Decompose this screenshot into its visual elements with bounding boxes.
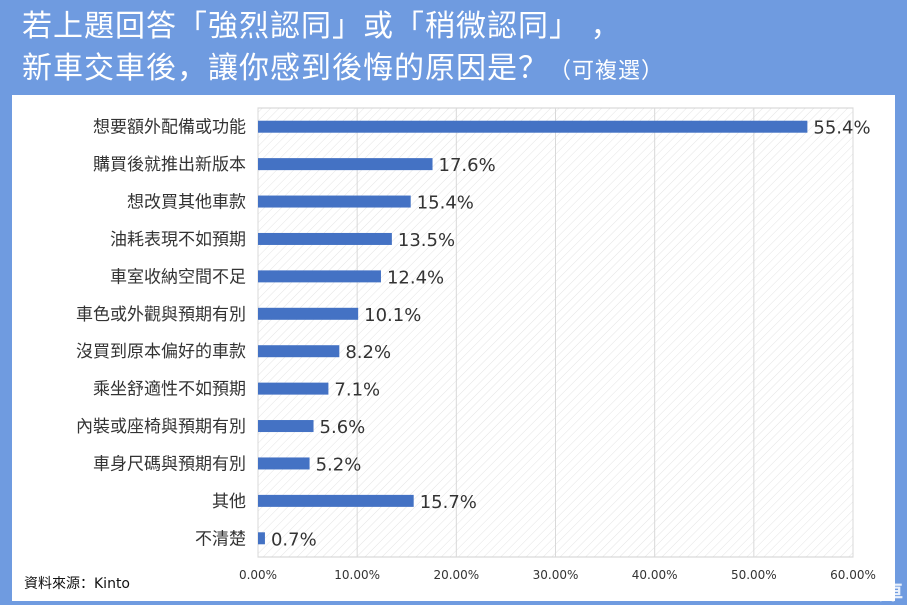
value-label: 5.6% [320,417,366,438]
category-label: 車身尺碼與預期有別 [93,454,246,474]
category-label: 想要額外配備或功能 [93,118,246,138]
bar [258,420,314,433]
source-note: 資料來源：Kinto [24,576,130,592]
chart-panel: 想要額外配備或功能 購買後就推出新版本想改買其他車款油耗表現不如預期 車室收納空間不… [12,95,895,601]
category-label: 車色或外觀與預期有別 [76,305,246,325]
category-label: 不清楚 [195,529,246,549]
value-label: 15.4% [417,193,474,214]
value-label: 55.4% [813,118,870,139]
category-label: 沒買到原本偏好的車款 [76,342,246,362]
category-label: 油耗表現不如預期 [110,230,246,250]
category-label: 車室收納空間不足 [110,267,246,287]
x-axis-ticks: 0.00% 10.00% 20.00% 30.00% 40.00% 50.00% 60.00… [239,568,876,582]
x-tick-label: 30.00% [533,568,579,582]
grid-lines [257,108,854,557]
x-tick-label: 50.00% [731,568,777,582]
bar [258,457,310,470]
bar [258,345,340,358]
value-label: 12.4% [387,267,444,288]
value-label: 8.2% [345,342,391,363]
title-note: （可複選） [549,59,665,84]
value-label: 7.1% [334,380,380,401]
bar [258,307,359,320]
chart-title: 若上題回答「強烈認同」或「稍微認同」 ， 新車交車後，讓你感到後悔的原因是？（可… [22,6,892,93]
title-line-2-text: 新車交車後，讓你感到後悔的原因是？ [22,51,549,86]
x-tick-label: 20.00% [433,568,479,582]
x-tick-label: 10.00% [334,568,380,582]
value-label: 5.2% [316,454,362,475]
bar [258,494,414,507]
value-labels: 55.4% 17.6% 15.4% 13.5% 12.4% 10.1% 8.2% 7.1% 5.… [271,118,871,551]
watermark: 8891汽車 [807,580,903,604]
bars [258,120,808,545]
category-label: 內裝或座椅與預期有別 [76,417,246,437]
value-label: 10.1% [364,305,421,326]
value-label: 17.6% [439,155,496,176]
category-label: 其他 [212,492,246,512]
title-line-1: 若上題回答「強烈認同」或「稍微認同」 ， [22,9,622,44]
bar-chart: 想要額外配備或功能購買後就推出新版本想改買其他車款油耗表現不如預期車室收納空間不… [24,107,876,592]
value-label: 15.7% [420,492,477,513]
bar [258,120,808,133]
category-label: 想改買其他車款 [127,193,246,213]
title-line-2: 新車交車後，讓你感到後悔的原因是？（可複選） [22,48,892,93]
category-label: 購買後就推出新版本 [93,155,246,175]
category-label: 乘坐舒適性不如預期 [93,380,246,400]
value-label: 13.5% [398,230,455,251]
x-tick-label: 60.00% [830,568,876,582]
bar [258,195,411,208]
category-labels: 想要額外配備或功能購買後就推出新版本想改買其他車款油耗表現不如預期車室收納空間不… [76,118,246,550]
bar [258,382,329,395]
bar [258,270,381,283]
x-tick-label: 40.00% [632,568,678,582]
value-label: 0.7% [271,529,317,550]
x-tick-label: 0.00% [239,568,277,582]
bar [258,158,433,171]
bar [258,532,265,545]
bar [258,232,392,245]
